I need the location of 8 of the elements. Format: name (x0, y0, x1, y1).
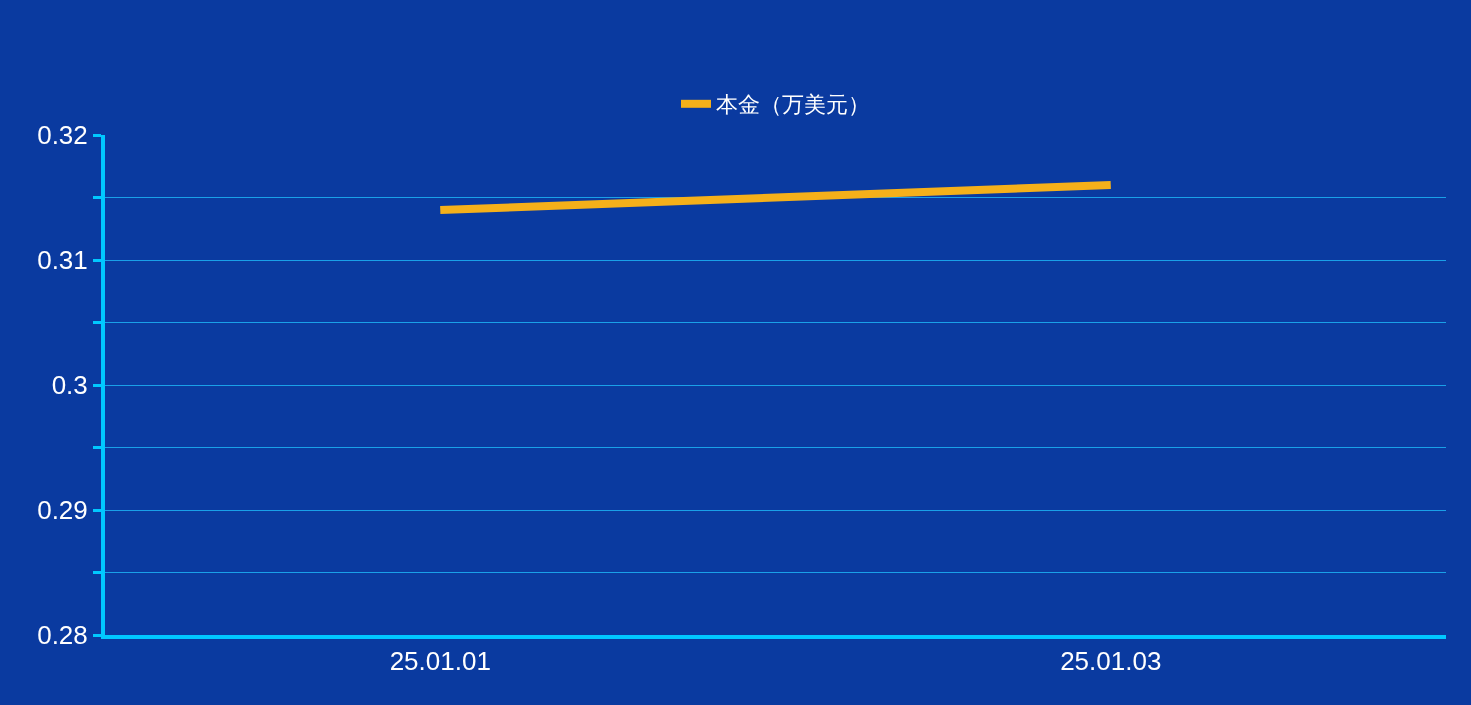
y-tick-label: 0.29 (37, 495, 88, 526)
y-tick-label: 0.32 (37, 120, 88, 151)
legend-label: 本金（万美元） (716, 92, 870, 118)
x-tick-label: 25.01.01 (389, 646, 491, 677)
y-tick-label: 0.3 (51, 370, 88, 401)
y-tick-label: 0.28 (37, 620, 88, 651)
y-tick-label: 0.31 (37, 245, 88, 276)
x-tick-label: 25.01.03 (1060, 646, 1162, 677)
